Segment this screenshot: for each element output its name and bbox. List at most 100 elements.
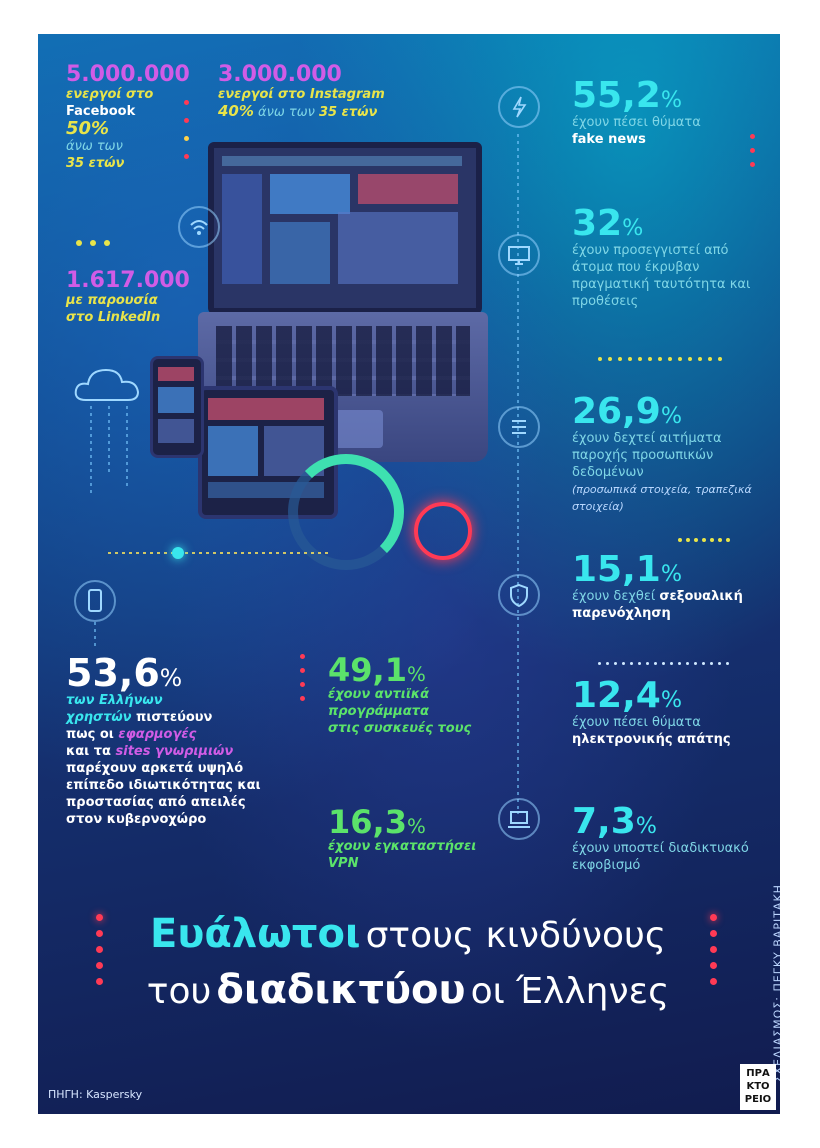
- left-stat-l5: παρέχουν αρκετά υψηλό: [66, 761, 244, 776]
- title-red-dots-right: [710, 914, 717, 921]
- yellow-dash-right-1: [598, 357, 602, 361]
- yellow-dash-left: [108, 552, 328, 554]
- antivirus-l2: προγράμματα: [328, 704, 429, 719]
- right-red-dots: [750, 134, 755, 139]
- antivirus-l1: έχουν αντιϊκά: [328, 687, 430, 702]
- instagram-pct: 40%: [218, 102, 254, 120]
- left-stat-l7: προστασίας από απειλές: [66, 795, 246, 810]
- facebook-line1: ενεργοί στο: [66, 87, 154, 102]
- left-stat-l4a: και τα: [66, 744, 116, 759]
- linkedin-stat: 1.617.000 με παρουσία στο LinkedIn: [66, 270, 216, 326]
- facebook-line2: Facebook: [66, 104, 136, 119]
- stat-fraud-bold: ηλεκτρονικής απάτης: [572, 732, 731, 747]
- vpn-l2: VPN: [328, 856, 359, 871]
- left-stat-l2: χρηστών: [66, 710, 132, 725]
- phone-dash: [94, 622, 96, 650]
- right-connector: [517, 134, 519, 814]
- list-icon: [498, 406, 540, 448]
- facebook-stat: 5.000.000 ενεργοί στο Facebook 50% άνω τ…: [66, 64, 206, 172]
- left-stat-l3b: εφαρμογές: [118, 727, 197, 742]
- poster-title: Ευάλωτοι στους κινδύνους του διαδικτύου …: [108, 910, 708, 1022]
- infographic-poster: 5.000.000 ενεργοί στο Facebook 50% άνω τ…: [38, 34, 780, 1114]
- instagram-line3: 35 ετών: [319, 105, 378, 120]
- cloud-dash-3: [126, 406, 128, 486]
- stat-personal-data-tail: (προσωπικά στοιχεία, τραπεζικά στοιχεία): [572, 483, 752, 513]
- title-word-of: του: [146, 971, 212, 1012]
- cloud-dash-1: [90, 406, 92, 496]
- stat-harassment-bold: σεξουαλική παρενόχληση: [572, 589, 743, 621]
- stat-fraud-desc: έχουν πέσει θύματα: [572, 715, 701, 730]
- stat-fake-news-desc: έχουν πέσει θύματα: [572, 115, 701, 130]
- instagram-stat: 3.000.000 ενεργοί στο Instagram 40% άνω …: [218, 64, 418, 121]
- vpn-unit: %: [406, 815, 426, 838]
- stat-fake-news-value: 55,2: [572, 75, 661, 116]
- wifi-icon: [178, 206, 220, 248]
- source-label: ΠΗΓΗ: Kaspersky: [48, 1088, 143, 1101]
- lightning-icon: [498, 86, 540, 128]
- stat-personal-data-value: 26,9: [572, 391, 661, 432]
- facebook-pct: 50%: [66, 118, 110, 139]
- title-word-vulnerable: Ευάλωτοι: [150, 911, 361, 957]
- left-stat-l8: στον κυβερνοχώρο: [66, 812, 207, 827]
- stat-bullying: 7,3% έχουν υποστεί διαδικτυακό εκφοβισμό: [572, 804, 772, 874]
- logo-line2: ΚΤΟ: [746, 1081, 770, 1092]
- title-word-greeks: οι Έλληνες: [470, 971, 670, 1012]
- logo-line3: ΡΕΙΟ: [744, 1094, 772, 1105]
- stat-personal-data: 26,9% έχουν δεχτεί αιτήματα παροχής προσ…: [572, 394, 772, 515]
- monitor-icon: [498, 234, 540, 276]
- vpn-value: 16,3: [328, 803, 407, 841]
- stat-fraud-value: 12,4: [572, 675, 661, 716]
- antivirus-stat: 49,1% έχουν αντιϊκά προγράμματα στις συσ…: [328, 654, 528, 737]
- tablet-illustration: [198, 386, 338, 519]
- left-stat-l3a: πως οι: [66, 727, 119, 742]
- laptop-icon: [498, 798, 540, 840]
- title-word-risks: στους κινδύνους: [365, 915, 666, 956]
- stat-harassment-value: 15,1: [572, 549, 661, 590]
- left-stat-l2b: πιστεύουν: [131, 710, 213, 725]
- stat-fake-news: 55,2% έχουν πέσει θύματα fake news: [572, 78, 772, 148]
- linkedin-line2: στο LinkedIn: [66, 310, 161, 325]
- left-stat-l4b: sites γνωριμιών: [115, 744, 234, 759]
- facebook-number: 5.000.000: [66, 62, 190, 87]
- cyan-dot: [172, 547, 184, 559]
- title-word-internet: διαδικτύου: [216, 967, 466, 1013]
- stat-identity-unit: %: [622, 215, 644, 241]
- left-stat-l1: των Ελλήνων: [66, 693, 163, 708]
- red-dots: [184, 100, 189, 105]
- stat-identity-desc: έχουν προσεγγιστεί από άτομα που έκρυβαν…: [572, 243, 751, 309]
- praktoreio-logo: ΠΡΑ ΚΤΟ ΡΕΙΟ: [740, 1064, 776, 1110]
- stat-personal-data-desc: έχουν δεχτεί αιτήματα παροχής προσωπικών…: [572, 431, 722, 480]
- instagram-line1: ενεργοί στο Instagram: [218, 87, 385, 102]
- vpn-stat: 16,3% έχουν εγκαταστήσει VPN: [328, 806, 528, 872]
- vpn-l1: έχουν εγκαταστήσει: [328, 839, 477, 854]
- phone-icon: [74, 580, 116, 622]
- stat-fake-news-unit: %: [660, 87, 683, 113]
- linkedin-line1: με παρουσία: [66, 293, 158, 308]
- designer-credit: ΣΧΕΔΙΑΣΜΟΣ: ΠΕΓΚΥ ΒΑΡΙΤΑΚΗ: [771, 884, 781, 1083]
- red-ring-decoration: [414, 502, 472, 560]
- facebook-line3: άνω των: [66, 139, 123, 154]
- stat-bullying-desc: έχουν υποστεί διαδικτυακό εκφοβισμό: [572, 841, 749, 873]
- left-stat: 53,6% των Ελλήνων χρηστών πιστεύουν πως …: [66, 654, 316, 828]
- facebook-line4: 35 ετών: [66, 156, 125, 171]
- stat-identity-value: 32: [572, 203, 623, 244]
- stat-harassment-desc: έχουν δεχθεί: [572, 589, 656, 604]
- stat-bullying-value: 7,3: [572, 801, 636, 842]
- yellow-dots: [76, 240, 82, 246]
- title-red-dots-left: [96, 914, 103, 921]
- stat-fake-news-bold: fake news: [572, 132, 646, 147]
- center-red-dots: [300, 654, 305, 659]
- stat-harassment: 15,1% έχουν δεχθεί σεξουαλική παρενόχλησ…: [572, 552, 772, 622]
- instagram-number: 3.000.000: [218, 62, 342, 87]
- logo-line1: ΠΡΑ: [746, 1068, 770, 1079]
- stat-personal-data-unit: %: [660, 403, 683, 429]
- left-stat-unit: %: [159, 664, 183, 692]
- stat-harassment-unit: %: [660, 561, 683, 587]
- left-stat-value: 53,6: [66, 651, 160, 695]
- yellow-dash-right-2: [678, 538, 682, 542]
- left-stat-l6: επίπεδο ιδιωτικότητας και: [66, 778, 261, 793]
- stat-bullying-unit: %: [635, 813, 657, 839]
- stat-identity: 32% έχουν προσεγγιστεί από άτομα που έκρ…: [572, 206, 767, 310]
- stat-fraud-unit: %: [660, 687, 683, 713]
- linkedin-number: 1.617.000: [66, 268, 190, 293]
